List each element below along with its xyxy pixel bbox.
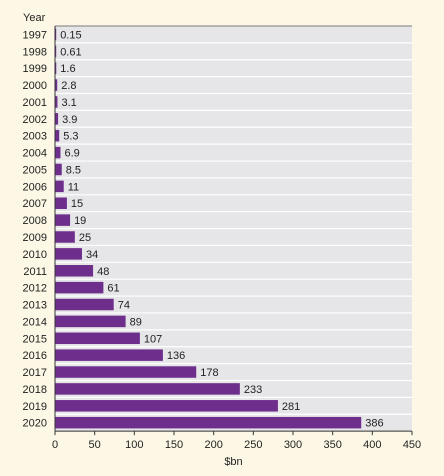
data-label-2011: 48 [97, 266, 109, 278]
y-tick-label-2015: 2015 [23, 333, 47, 345]
y-tick-label-2005: 2005 [23, 164, 47, 176]
bar-2000 [55, 79, 58, 91]
bar-2007 [55, 197, 67, 209]
bar-2013 [55, 298, 114, 311]
bar-2020 [55, 416, 362, 429]
x-tick-label-150: 150 [165, 439, 183, 451]
data-label-2014: 89 [130, 316, 142, 328]
data-label-2008: 19 [74, 215, 86, 227]
data-label-2012: 61 [107, 283, 119, 295]
data-label-2020: 386 [365, 418, 383, 430]
y-tick-label-1998: 1998 [23, 46, 47, 58]
y-axis-title: Year [23, 12, 46, 24]
x-tick-label-50: 50 [89, 439, 101, 451]
row-separators [55, 42, 412, 415]
x-tick-label-300: 300 [284, 439, 302, 451]
data-label-2013: 74 [118, 300, 130, 312]
y-tick-label-2006: 2006 [23, 181, 47, 193]
data-label-1997: 0.15 [60, 29, 81, 41]
y-tick-label-2003: 2003 [23, 131, 47, 143]
bar-1999 [55, 62, 57, 74]
x-tick-label-0: 0 [52, 439, 58, 451]
data-label-2019: 281 [282, 401, 300, 413]
data-label-2002: 3.9 [62, 114, 77, 126]
data-label-1998: 0.61 [60, 46, 81, 58]
data-label-2000: 2.8 [61, 80, 76, 92]
data-label-2004: 6.9 [64, 148, 79, 160]
x-tick-label-400: 400 [363, 439, 381, 451]
y-tick-label-2001: 2001 [23, 97, 47, 109]
y-tick-labels: 1997 1998 1999 2000 2001 2002 2003 2004 2005 2006… [23, 29, 47, 429]
data-label-2010: 34 [86, 249, 98, 261]
bar-1998 [55, 45, 57, 58]
x-axis-title: $bn [224, 456, 242, 468]
bar-2002 [55, 113, 59, 125]
bar-2003 [55, 129, 60, 142]
y-tick-label-2009: 2009 [23, 232, 47, 244]
data-label-2015: 107 [144, 333, 162, 345]
x-tick-label-100: 100 [125, 439, 143, 451]
bar-2017 [55, 366, 197, 378]
bar-2019 [55, 400, 278, 412]
data-label-2009: 25 [79, 232, 91, 244]
bar-2008 [55, 214, 71, 226]
y-tick-label-2002: 2002 [23, 114, 47, 126]
bar-2016 [55, 349, 163, 361]
bar-2004 [55, 146, 61, 159]
y-tick-label-2016: 2016 [23, 350, 47, 362]
data-label-2016: 136 [167, 350, 185, 362]
y-tick-label-1999: 1999 [23, 63, 47, 75]
y-tick-label-2014: 2014 [23, 316, 47, 328]
y-tick-label-1997: 1997 [23, 29, 47, 41]
bar-2014 [55, 315, 126, 328]
y-tick-label-2000: 2000 [23, 80, 47, 92]
y-tick-label-2013: 2013 [23, 300, 47, 312]
y-tick-label-2020: 2020 [23, 418, 47, 430]
data-label-2005: 8.5 [66, 164, 81, 176]
y-tick-label-2004: 2004 [23, 148, 47, 160]
y-tick-label-2011: 2011 [23, 266, 47, 278]
data-label-2017: 178 [200, 367, 218, 379]
x-tick-label-450: 450 [403, 439, 421, 451]
x-tick-label-350: 350 [323, 439, 341, 451]
y-tick-label-2010: 2010 [23, 249, 47, 261]
bar-2001 [55, 96, 58, 108]
data-label-2007: 15 [71, 198, 83, 210]
data-label-2001: 3.1 [61, 97, 76, 109]
y-tick-label-2019: 2019 [23, 401, 47, 413]
data-label-2006: 11 [68, 181, 79, 193]
data-labels: 0.15 0.61 1.6 2.8 3.1 3.9 5.3 6.9 8.5 11 15 19 25 34 4… [60, 29, 383, 429]
y-tick-label-2017: 2017 [23, 367, 47, 379]
bars [55, 28, 362, 429]
bar-2015 [55, 332, 140, 345]
x-tick-label-250: 250 [244, 439, 262, 451]
bar-1997 [55, 28, 57, 41]
data-label-1999: 1.6 [60, 63, 75, 75]
bar-2018 [55, 383, 240, 395]
y-tick-label-2012: 2012 [23, 283, 47, 295]
data-label-2018: 233 [244, 384, 262, 396]
y-tick-label-2008: 2008 [23, 215, 47, 227]
bar-2009 [55, 231, 75, 243]
bar-2011 [55, 265, 94, 277]
bar-2006 [55, 180, 64, 193]
bar-2012 [55, 281, 104, 294]
bar-2005 [55, 163, 62, 176]
y-tick-label-2018: 2018 [23, 384, 47, 396]
bar-2010 [55, 248, 82, 260]
x-ticks: 0 50 100 150 200 250 300 350 400 450 [52, 431, 421, 451]
x-tick-label-200: 200 [204, 439, 222, 451]
y-tick-label-2007: 2007 [23, 198, 47, 210]
data-label-2003: 5.3 [63, 131, 78, 143]
